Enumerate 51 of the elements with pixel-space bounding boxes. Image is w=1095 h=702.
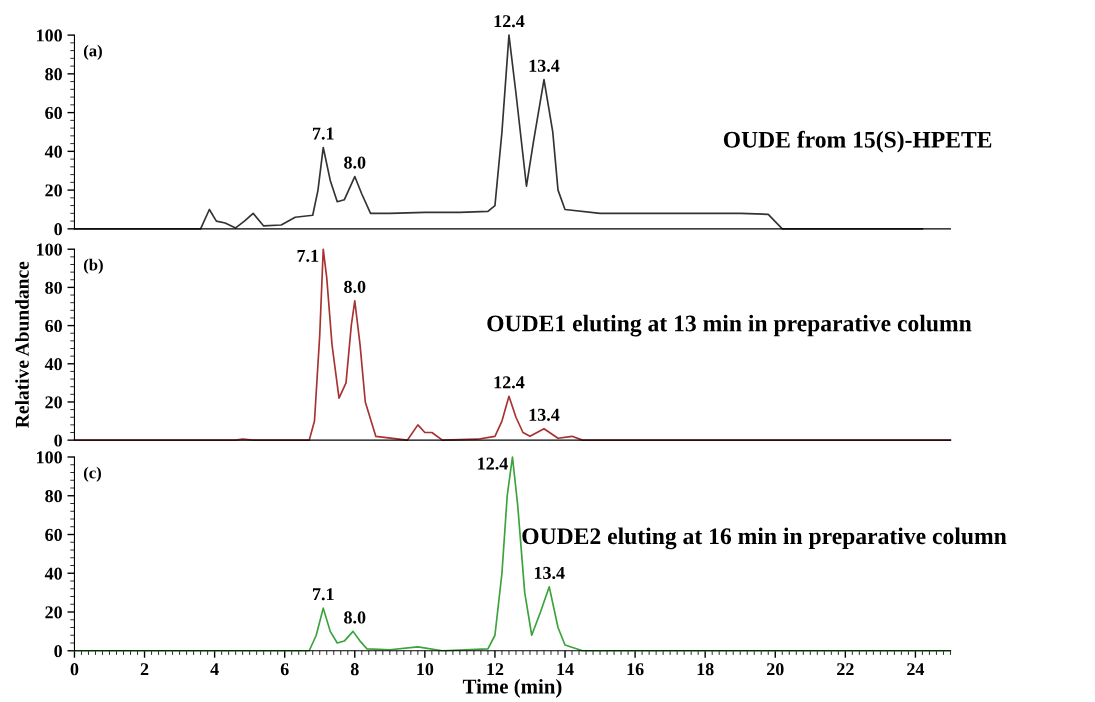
y-tick-label: 80 [45, 490, 62, 503]
x-axis-title: Time (min) [462, 678, 562, 698]
y-tick-label: 20 [45, 396, 62, 409]
annotation: OUDE from 15(S)-HPETE [723, 130, 992, 153]
y-tick-label: 100 [37, 451, 62, 464]
annotation: 12.4 [494, 376, 525, 389]
annotation: 7.1 [312, 127, 334, 140]
y-tick-label: 20 [45, 606, 62, 619]
y-tick-label: 100 [37, 29, 62, 42]
y-tick-label: 60 [45, 319, 62, 333]
annotation: 13.4 [529, 59, 560, 72]
x-tick-label: 12 [487, 663, 504, 676]
annotation: (b) [83, 258, 103, 274]
annotation: 13.4 [534, 566, 565, 580]
annotation: OUDE1 eluting at 13 min in preparative column [487, 314, 972, 337]
x-tick-label: 20 [766, 663, 784, 676]
x-tick-label: 16 [627, 663, 644, 676]
y-tick-label: 60 [45, 528, 62, 541]
annotation: (a) [83, 44, 102, 60]
x-tick-label: 2 [140, 663, 149, 676]
x-tick-label: 18 [697, 663, 714, 676]
y-tick-label: 40 [44, 358, 62, 371]
annotation: OUDE2 eluting at 16 min in preparative column [522, 527, 1007, 550]
annotation: 13.4 [529, 408, 560, 421]
x-tick-label: 4 [210, 663, 219, 676]
x-tick-label: 6 [280, 663, 289, 676]
y-tick-label: 40 [44, 145, 62, 158]
x-tick-label: 14 [557, 663, 574, 676]
y-tick-label: 20 [45, 184, 62, 197]
y-tick-label: 0 [54, 434, 62, 447]
annotation: 12.4 [494, 15, 525, 28]
y-tick-label: 100 [37, 243, 62, 256]
annotation: 8.0 [344, 280, 366, 294]
y-tick-label: 40 [44, 567, 62, 580]
annotation: (c) [83, 466, 101, 482]
annotation: 8.0 [344, 156, 366, 169]
y-tick-label: 60 [45, 106, 62, 120]
y-axis-title: Relative Abundance [15, 261, 29, 428]
x-tick-label: 8 [350, 663, 359, 676]
y-tick-label: 0 [54, 223, 62, 236]
x-tick-label: 22 [837, 663, 854, 676]
annotation: 7.1 [297, 249, 319, 262]
y-tick-label: 80 [45, 68, 62, 81]
x-tick-label: 0 [70, 663, 79, 676]
x-tick-label: 10 [417, 663, 434, 676]
y-tick-label: 0 [54, 645, 62, 658]
annotation: 8.0 [344, 611, 366, 624]
annotation: 12.4 [478, 457, 508, 470]
x-tick-label: 24 [907, 663, 925, 676]
annotation: 7.1 [312, 588, 334, 601]
y-tick-label: 80 [45, 281, 62, 294]
